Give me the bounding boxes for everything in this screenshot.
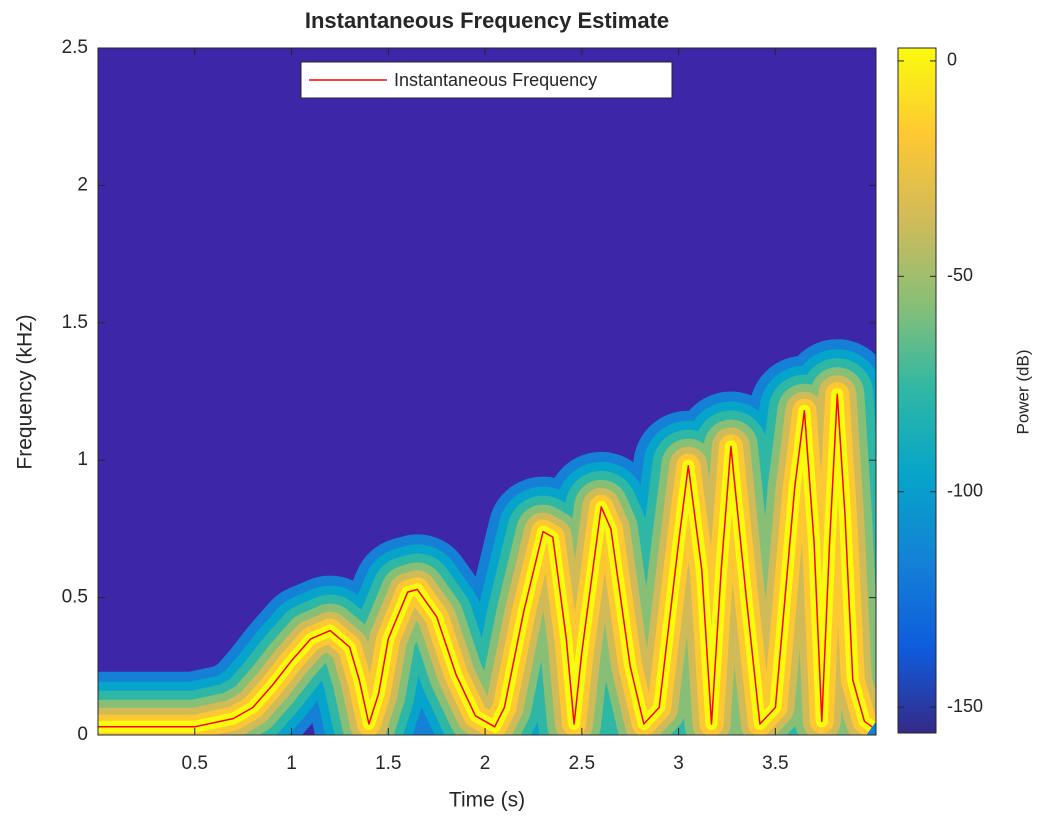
x-tick-label: 0.5 [182,753,208,774]
colorbar-tick-label: -100 [947,480,983,500]
colorbar-tick-label: 0 [947,50,957,70]
x-tick-label: 2.5 [569,753,595,774]
y-tick-label: 2 [77,174,88,195]
x-tick-label: 1.5 [375,753,401,774]
colorbar [897,47,937,734]
x-tick-label: 2 [480,753,491,774]
legend-label: Instantaneous Frequency [394,70,597,90]
colorbar-label: Power (dB) [1013,349,1032,434]
y-tick-label: 0 [77,724,88,745]
x-tick-label: 3.5 [762,753,788,774]
colorbar-tick-label: -50 [947,265,973,285]
y-tick-label: 0.5 [62,587,88,608]
colorbar-tick-label: -150 [947,696,983,716]
x-tick-label: 1 [286,753,297,774]
plot-frame [97,47,877,736]
plot-area [98,339,876,735]
y-tick-label: 1 [77,449,88,470]
x-axis-label: Time (s) [449,789,525,812]
y-tick-label: 1.5 [62,312,88,333]
legend: Instantaneous Frequency [300,61,673,99]
y-axis-label: Frequency (kHz) [14,314,37,469]
y-tick-label: 2.5 [62,37,88,58]
if-line [98,393,873,728]
chart-title: Instantaneous Frequency Estimate [305,8,669,33]
x-tick-label: 3 [673,753,684,774]
